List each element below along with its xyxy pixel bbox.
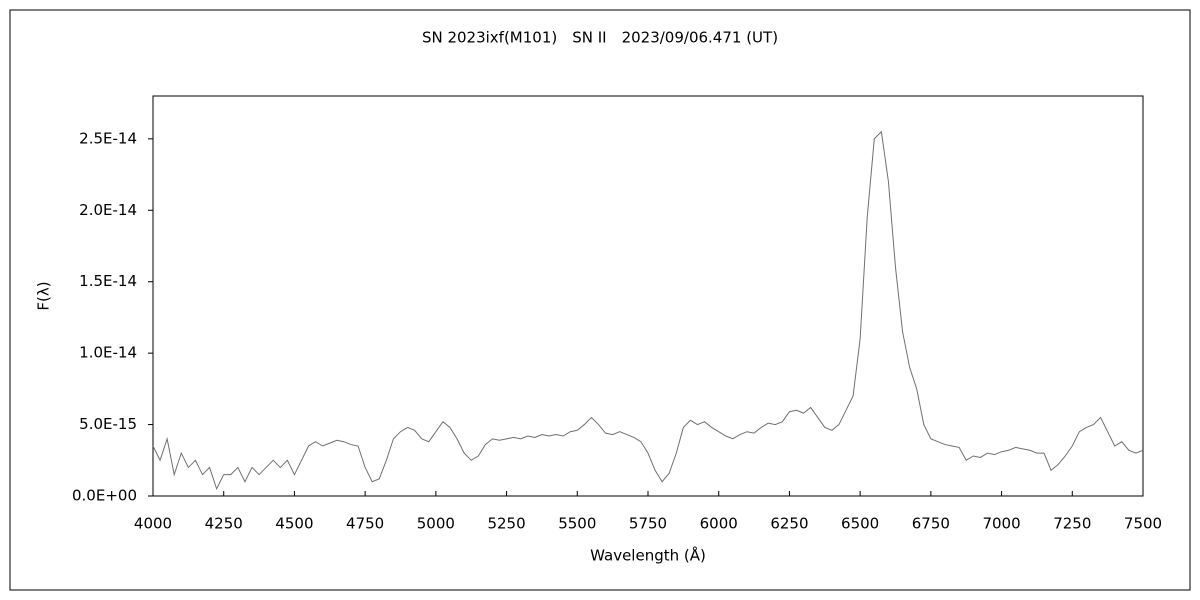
x-tick-label: 6750: [912, 515, 950, 533]
x-tick-label: 5750: [629, 515, 667, 533]
y-tick-label: 2.0E-14: [79, 201, 137, 219]
x-tick-label: 6000: [700, 515, 738, 533]
chart-title: SN 2023ixf(M101) SN II 2023/09/06.471 (U…: [422, 29, 778, 47]
y-tick-label: 2.5E-14: [79, 129, 137, 147]
x-tick-label: 6500: [841, 515, 879, 533]
x-tick-label: 4500: [275, 515, 313, 533]
x-tick-label: 4750: [346, 515, 384, 533]
y-axis-label: F(λ): [35, 281, 53, 310]
x-tick-label: 5000: [417, 515, 455, 533]
x-tick-label: 4000: [134, 515, 172, 533]
y-tick-label: 1.5E-14: [79, 272, 137, 290]
x-tick-label: 6250: [770, 515, 808, 533]
y-tick-label: 0.0E+00: [72, 487, 137, 505]
x-tick-label: 5250: [487, 515, 525, 533]
spectrum-line: [152, 130, 1144, 491]
x-tick-label: 4250: [205, 515, 243, 533]
x-tick-label: 7250: [1053, 515, 1091, 533]
x-axis-label: Wavelength (Å): [590, 546, 706, 565]
y-tick-label: 1.0E-14: [79, 344, 137, 362]
y-tick-label: 5.0E-15: [79, 415, 137, 433]
x-tick-label: 7500: [1124, 515, 1162, 533]
x-tick-label: 7000: [982, 515, 1020, 533]
chart-border: [9, 9, 1191, 591]
x-tick-label: 5500: [558, 515, 596, 533]
